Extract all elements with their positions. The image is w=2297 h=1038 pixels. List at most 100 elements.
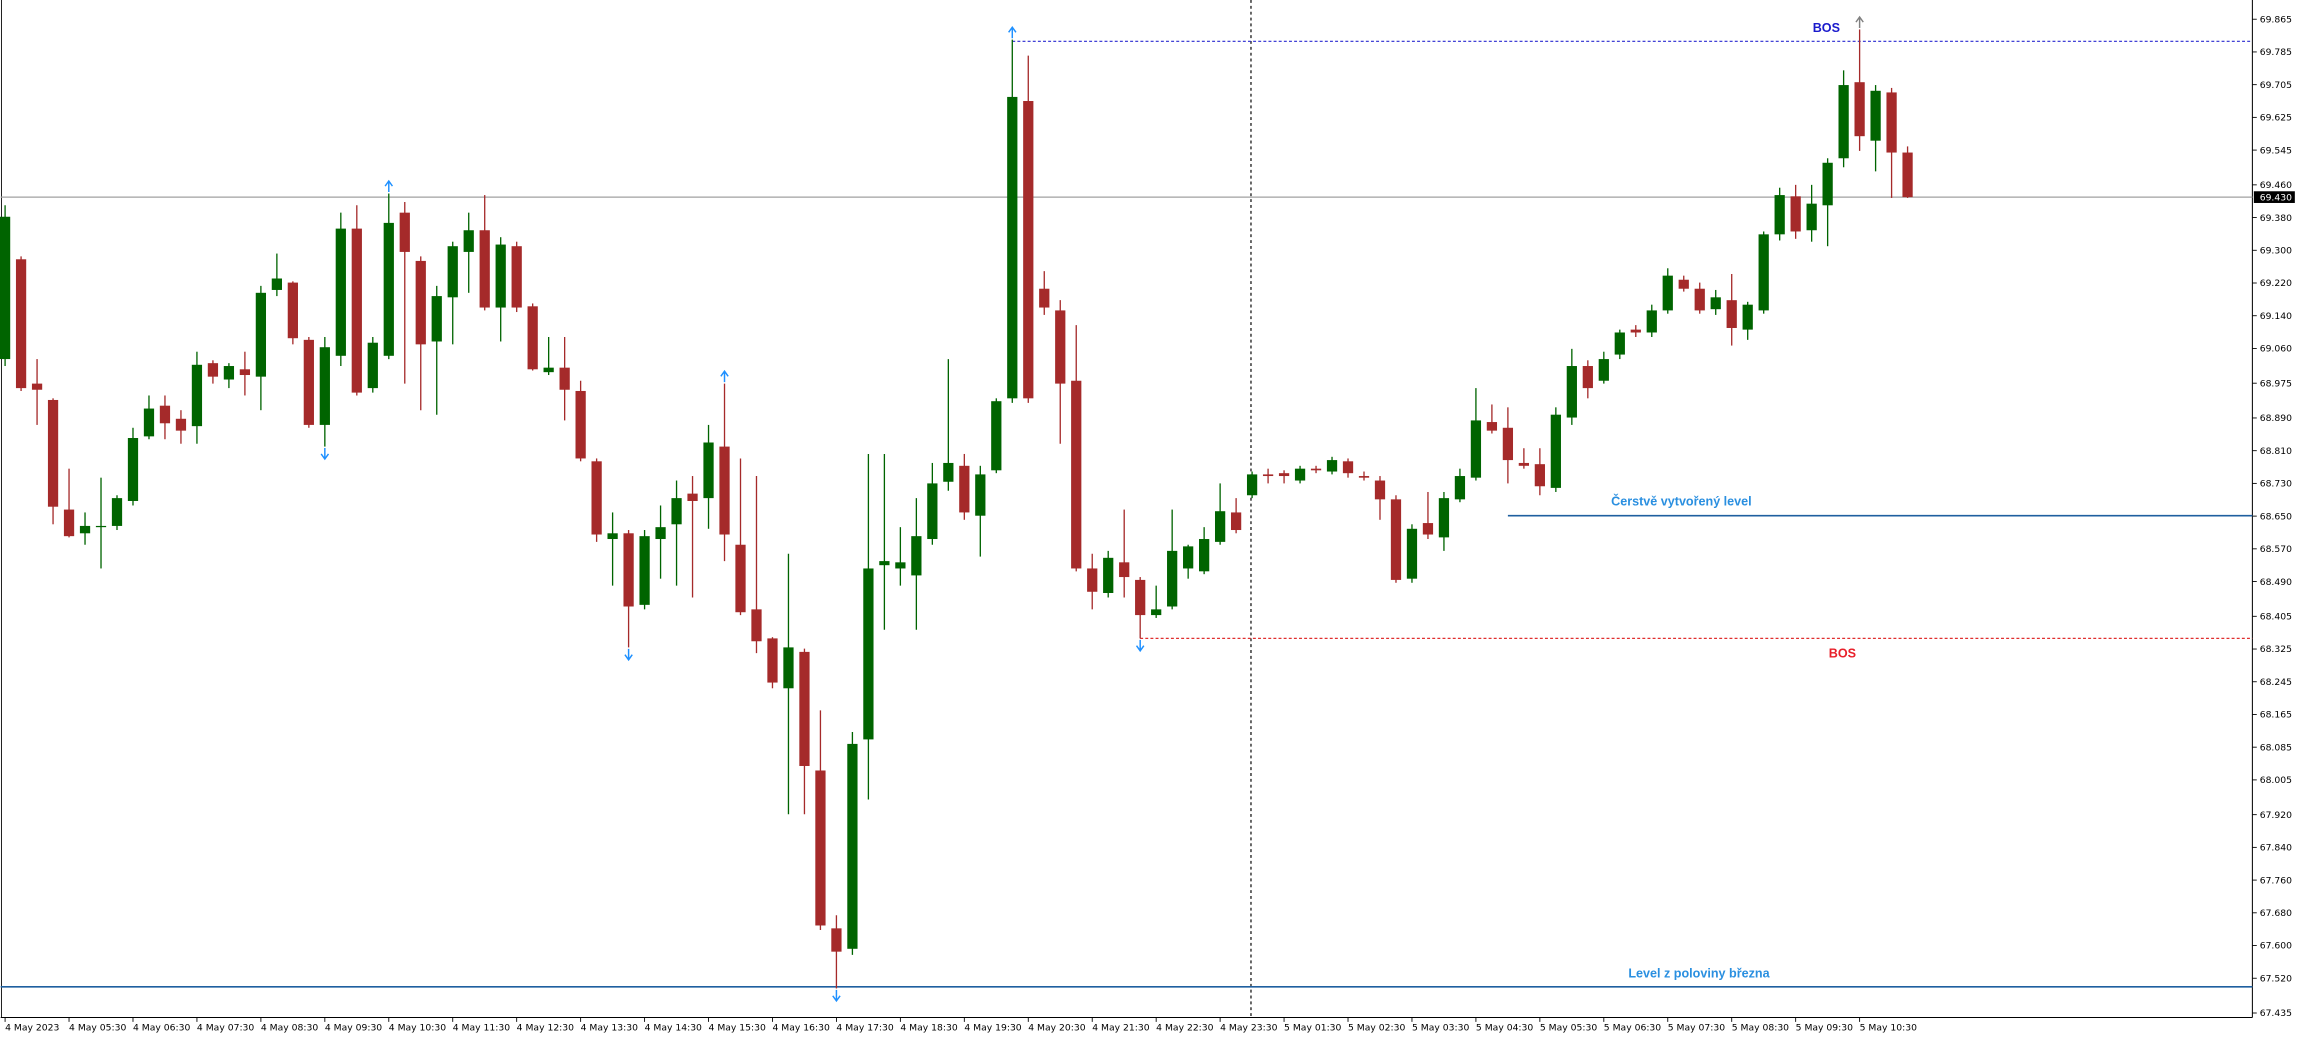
candle-body bbox=[879, 561, 890, 566]
candle-body bbox=[1119, 562, 1130, 578]
candle-body bbox=[1007, 96, 1018, 399]
candle-body bbox=[1246, 474, 1258, 496]
y-tick-label: 69.140 bbox=[2260, 311, 2292, 322]
candle-body bbox=[1774, 195, 1785, 235]
candle-body bbox=[1103, 557, 1114, 593]
candle-body bbox=[1646, 310, 1657, 333]
candle-body bbox=[719, 446, 730, 535]
candle-body bbox=[1374, 480, 1386, 500]
candle-body bbox=[1167, 550, 1178, 607]
candle-body bbox=[271, 278, 282, 290]
candle-body bbox=[1710, 297, 1721, 310]
candle-body bbox=[671, 498, 682, 525]
candle-body bbox=[991, 401, 1002, 471]
x-tick-label: 4 May 08:30 bbox=[261, 1023, 318, 1034]
x-tick-label: 5 May 02:30 bbox=[1348, 1023, 1405, 1034]
candle-body bbox=[1582, 366, 1593, 389]
candle-body bbox=[1614, 332, 1625, 355]
y-tick-label: 67.600 bbox=[2260, 941, 2292, 952]
candle-body bbox=[495, 244, 506, 308]
x-tick-label: 5 May 01:30 bbox=[1284, 1023, 1341, 1034]
candle-body bbox=[63, 509, 75, 537]
candle-body bbox=[1566, 366, 1577, 418]
fractal-arrow bbox=[384, 179, 394, 192]
candle-body bbox=[287, 282, 298, 339]
candle-body bbox=[607, 533, 618, 540]
candle-body bbox=[751, 609, 762, 642]
x-tick-label: 4 May 22:30 bbox=[1156, 1023, 1213, 1034]
candle-body bbox=[1838, 85, 1849, 159]
candle-body bbox=[1262, 474, 1274, 477]
candle-body bbox=[1790, 196, 1801, 232]
candle-body bbox=[703, 442, 714, 499]
y-tick-label: 69.460 bbox=[2260, 180, 2292, 191]
candle-body bbox=[863, 568, 874, 740]
x-tick-label: 5 May 09:30 bbox=[1796, 1023, 1853, 1034]
y-tick-label: 69.300 bbox=[2260, 246, 2292, 257]
y-tick-label: 69.060 bbox=[2260, 344, 2292, 355]
candle-body bbox=[1870, 90, 1881, 141]
candle-body bbox=[1518, 462, 1530, 466]
candle-body bbox=[527, 306, 538, 370]
y-tick-label: 67.520 bbox=[2260, 973, 2292, 984]
last-price-label: 69.430 bbox=[2260, 192, 2292, 203]
candle-body bbox=[159, 405, 171, 424]
y-tick-label: 69.545 bbox=[2260, 145, 2292, 156]
candle-body bbox=[1310, 468, 1322, 471]
candle-body bbox=[175, 418, 187, 431]
x-tick-label: 4 May 21:30 bbox=[1092, 1023, 1149, 1034]
y-tick-label: 67.680 bbox=[2260, 908, 2292, 919]
candle-body bbox=[1358, 476, 1370, 478]
y-tick-label: 68.405 bbox=[2260, 612, 2292, 623]
x-tick-label: 4 May 10:30 bbox=[389, 1023, 446, 1034]
candle-body bbox=[1071, 380, 1082, 569]
y-tick-label: 68.325 bbox=[2260, 644, 2292, 655]
candle-body bbox=[1806, 203, 1817, 231]
candle-body bbox=[127, 438, 139, 501]
y-tick-label: 67.920 bbox=[2260, 810, 2292, 821]
candle-body bbox=[1822, 162, 1833, 206]
candle-body bbox=[0, 216, 11, 360]
y-tick-label: 67.435 bbox=[2260, 1008, 2292, 1019]
x-tick-label: 4 May 16:30 bbox=[772, 1023, 829, 1034]
x-tick-label: 4 May 20:30 bbox=[1028, 1023, 1085, 1034]
candle-body bbox=[511, 246, 522, 308]
candle-body bbox=[1406, 528, 1418, 579]
candle-body bbox=[351, 228, 362, 393]
candle-body bbox=[1486, 422, 1498, 431]
x-tick-label: 5 May 06:30 bbox=[1604, 1023, 1661, 1034]
candle-body bbox=[399, 212, 410, 252]
y-tick-label: 68.570 bbox=[2260, 544, 2292, 555]
candle-body bbox=[367, 342, 378, 389]
candle-body bbox=[1726, 300, 1737, 328]
candle-body bbox=[575, 390, 586, 459]
candle-body bbox=[223, 366, 235, 380]
candle-body bbox=[1326, 460, 1338, 472]
candle-body bbox=[463, 230, 474, 252]
candle-body bbox=[687, 493, 698, 501]
fractal-arrow bbox=[720, 369, 729, 383]
x-tick-label: 4 May 23:30 bbox=[1220, 1023, 1277, 1034]
y-tick-label: 67.840 bbox=[2260, 843, 2292, 854]
y-tick-label: 68.975 bbox=[2260, 378, 2292, 389]
candle-body bbox=[1758, 234, 1769, 311]
candle-body bbox=[1502, 427, 1514, 461]
candle-body bbox=[79, 525, 91, 534]
x-tick-label: 4 May 07:30 bbox=[197, 1023, 254, 1034]
candle-body bbox=[1294, 468, 1306, 481]
candle-body bbox=[1199, 539, 1210, 572]
fractal-arrow bbox=[1855, 15, 1864, 28]
candle-body bbox=[1023, 101, 1034, 399]
candle-body bbox=[1135, 579, 1146, 616]
x-tick-label: 5 May 08:30 bbox=[1732, 1023, 1789, 1034]
candle-body bbox=[783, 647, 794, 689]
candle-body bbox=[111, 498, 123, 526]
candle-body bbox=[239, 369, 251, 376]
candle-body bbox=[1534, 464, 1545, 487]
candle-body bbox=[1183, 546, 1194, 569]
y-tick-label: 67.760 bbox=[2260, 875, 2292, 886]
candle-body bbox=[447, 246, 458, 298]
y-tick-label: 69.785 bbox=[2260, 47, 2292, 58]
